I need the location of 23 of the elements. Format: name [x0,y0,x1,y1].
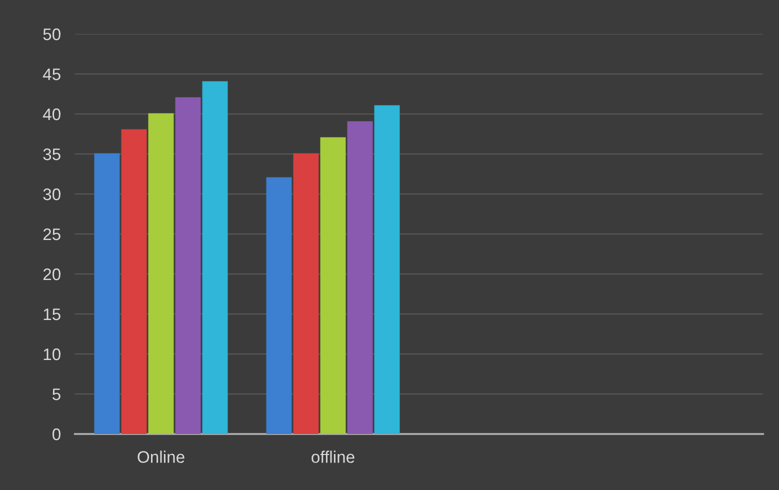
y-tick-label: 30 [43,188,60,200]
bar [121,129,147,434]
y-tick-label: 0 [52,428,60,440]
y-tick-label: 25 [43,228,60,240]
y-tick-label: 5 [52,388,60,400]
bar [293,153,319,434]
y-tick-label: 45 [42,68,60,80]
y-tick-label: 20 [43,268,60,280]
y-tick-label: 15 [44,308,60,320]
x-tick-label: offline [312,450,354,463]
bar [94,153,120,434]
y-tick-label: 50 [43,28,60,40]
x-tick-label: Online [138,450,184,463]
bar [202,81,228,434]
bar [374,105,400,434]
bar [175,97,201,434]
bar [148,113,174,434]
bar [266,177,292,434]
bar [347,121,373,434]
y-tick-label: 10 [44,348,60,360]
y-tick-label: 35 [43,148,60,160]
y-tick-label: 40 [42,108,60,120]
bar [320,137,346,434]
